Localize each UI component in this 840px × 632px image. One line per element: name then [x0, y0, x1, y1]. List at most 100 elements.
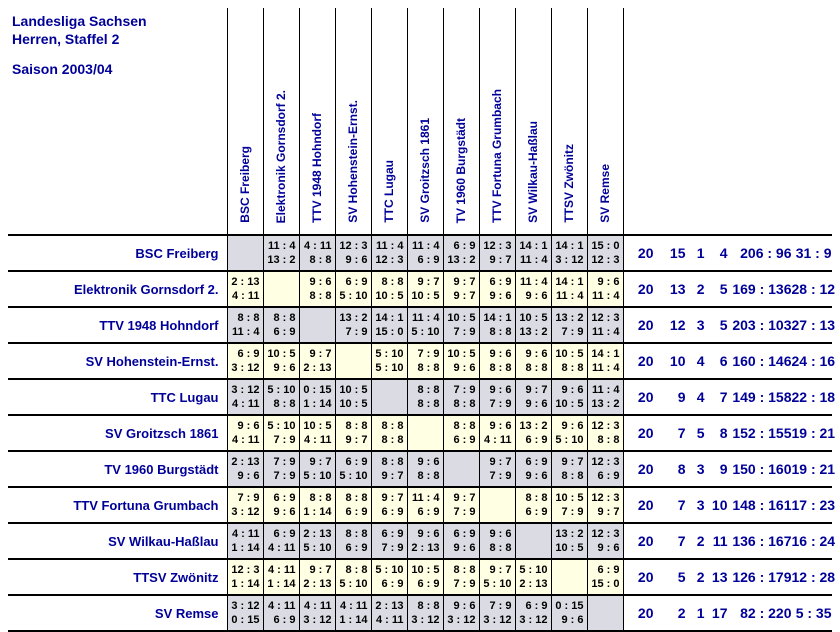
result-second-leg: 7 : 9 [489, 470, 512, 482]
column-header: SV Wilkau-Haßlau [514, 8, 551, 235]
result-second-leg: 9 : 7 [381, 470, 404, 482]
result-second-leg: 6 : 9 [453, 434, 476, 446]
result-cell: 12 : 3 6 : 9 [586, 451, 623, 487]
result-first-leg: 2 : 13 [303, 528, 332, 540]
result-first-leg: 0 : 15 [555, 600, 584, 612]
summary-cell: 20 5 2 13 126 : 179 12 : 28 [622, 559, 835, 595]
result-first-leg: 9 : 6 [237, 420, 260, 432]
result-second-leg: 1 : 14 [303, 506, 332, 518]
summary-losses: 6 [719, 353, 728, 369]
result-cell: 6 : 9 13 : 2 [442, 235, 479, 271]
result-second-leg: 1 : 14 [267, 578, 296, 590]
result-second-leg: 6 : 9 [525, 434, 548, 446]
result-first-leg: 8 : 8 [381, 420, 404, 432]
result-first-leg: 0 : 15 [303, 384, 332, 396]
summary-games: 20 [637, 605, 654, 621]
column-header: Elektronik Gornsdorf 2. [262, 8, 299, 235]
result-second-leg: 9 : 6 [237, 470, 260, 482]
result-cell: 9 : 6 11 : 4 [586, 271, 623, 307]
summary-draws: 2 [696, 281, 705, 297]
result-cell: 7 : 9 8 : 8 [406, 343, 443, 379]
result-first-leg: 9 : 6 [309, 276, 332, 288]
result-cell: 5 : 10 6 : 9 [370, 559, 407, 595]
result-cell: 4 : 11 6 : 9 [262, 595, 299, 631]
result-second-leg: 7 : 9 [453, 578, 476, 590]
diagonal-cell [478, 487, 515, 523]
result-cell: 2 : 13 9 : 6 [226, 451, 263, 487]
summary-sets: 206 : 96 [740, 245, 792, 261]
result-cell: 12 : 3 1 : 14 [226, 559, 263, 595]
result-first-leg: 6 : 9 [345, 456, 368, 468]
summary-sets: 126 : 179 [732, 569, 792, 585]
result-first-leg: 11 : 4 [411, 492, 440, 504]
result-first-leg: 11 : 4 [375, 240, 404, 252]
result-cell: 9 : 6 2 : 13 [406, 523, 443, 559]
result-second-leg: 9 : 6 [489, 290, 512, 302]
result-cell: 10 : 5 6 : 9 [406, 559, 443, 595]
result-cell: 9 : 7 2 : 13 [298, 343, 335, 379]
result-cell: 12 : 3 9 : 6 [334, 235, 371, 271]
result-second-leg: 1 : 14 [231, 578, 260, 590]
result-cell: 9 : 7 9 : 7 [442, 271, 479, 307]
summary-cell: 20 10 4 6 160 : 146 24 : 16 [622, 343, 835, 379]
result-second-leg: 7 : 9 [453, 506, 476, 518]
result-second-leg: 8 : 8 [273, 398, 296, 410]
result-cell: 12 : 3 11 : 4 [586, 307, 623, 343]
result-cell: 12 : 3 8 : 8 [586, 415, 623, 451]
summary-values: 20 8 3 9 150 : 160 19 : 21 [624, 461, 835, 477]
result-first-leg: 2 : 13 [375, 600, 404, 612]
result-first-leg: 12 : 3 [591, 312, 620, 324]
result-first-leg: 9 : 7 [561, 456, 584, 468]
result-second-leg: 15 : 0 [375, 326, 404, 338]
result-first-leg: 9 : 6 [489, 528, 512, 540]
summary-wins: 7 [677, 425, 686, 441]
result-cell: 7 : 9 7 : 9 [262, 451, 299, 487]
result-cell: 6 : 9 5 : 10 [334, 271, 371, 307]
result-second-leg: 5 : 10 [483, 578, 512, 590]
result-cell: 7 : 9 3 : 12 [478, 595, 515, 631]
result-second-leg: 8 : 8 [309, 254, 332, 266]
result-first-leg: 14 : 1 [483, 312, 512, 324]
result-second-leg: 5 : 10 [339, 578, 368, 590]
result-first-leg: 4 : 11 [267, 600, 296, 612]
result-second-leg: 3 : 12 [447, 614, 476, 626]
result-first-leg: 9 : 7 [453, 492, 476, 504]
result-second-leg: 13 : 2 [591, 398, 620, 410]
result-first-leg: 5 : 10 [375, 348, 404, 360]
result-cell: 7 : 9 8 : 8 [442, 379, 479, 415]
summary-sets: 136 : 167 [732, 533, 792, 549]
summary-losses: 7 [719, 389, 728, 405]
result-second-leg: 9 : 6 [453, 542, 476, 554]
season-label: Saison 2003/04 [12, 61, 113, 77]
column-header: TTV Fortuna Grumbach [478, 8, 515, 235]
result-cell: 3 : 12 4 : 11 [226, 379, 263, 415]
row-team-label: TTV 1948 Hohndorf [8, 307, 227, 343]
result-cell: 8 : 8 3 : 12 [406, 595, 443, 631]
result-cell: 2 : 13 5 : 10 [298, 523, 335, 559]
result-first-leg: 8 : 8 [345, 528, 368, 540]
result-first-leg: 8 : 8 [345, 564, 368, 576]
result-second-leg: 6 : 9 [345, 542, 368, 554]
result-second-leg: 6 : 9 [381, 506, 404, 518]
result-cell: 13 : 2 10 : 5 [550, 523, 587, 559]
summary-values: 20 9 4 7 149 : 158 22 : 18 [624, 389, 835, 405]
result-first-leg: 9 : 6 [417, 456, 440, 468]
result-second-leg: 6 : 9 [345, 506, 368, 518]
diagonal-cell [406, 415, 443, 451]
result-first-leg: 12 : 3 [339, 240, 368, 252]
summary-values: 20 2 1 17 82 : 220 5 : 35 [624, 605, 833, 621]
column-header: SV Remse [586, 8, 623, 235]
result-first-leg: 7 : 9 [417, 348, 440, 360]
result-cell: 14 : 1 11 : 4 [550, 271, 587, 307]
result-second-leg: 6 : 9 [597, 470, 620, 482]
result-cell: 14 : 1 11 : 4 [514, 235, 551, 271]
result-second-leg: 4 : 11 [231, 290, 260, 302]
result-first-leg: 10 : 5 [267, 348, 296, 360]
result-second-leg: 4 : 11 [231, 434, 260, 446]
diagonal-cell [442, 451, 479, 487]
league-title: Landesliga Sachsen [12, 13, 147, 29]
result-first-leg: 9 : 6 [453, 600, 476, 612]
summary-cell: 20 7 3 10 148 : 161 17 : 23 [622, 487, 835, 523]
